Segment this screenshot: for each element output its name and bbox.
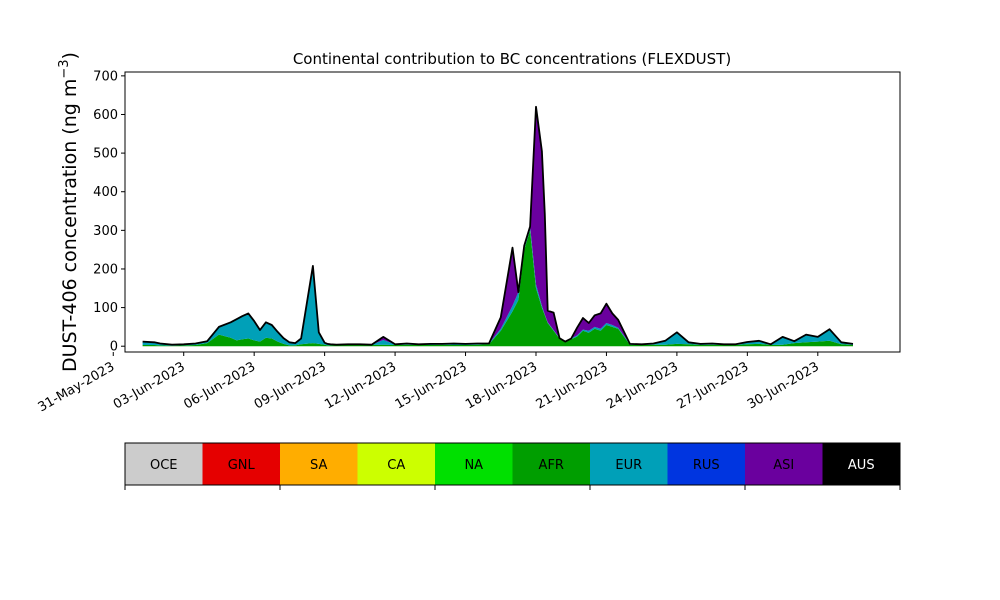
- legend-swatch-oce: [125, 443, 203, 485]
- y-tick-label: 700: [93, 69, 118, 84]
- y-tick-label: 100: [93, 301, 118, 316]
- legend-label-asi: ASI: [773, 458, 794, 473]
- y-tick-label: 200: [93, 262, 118, 277]
- x-tick-label: 30-Jun-2023: [745, 359, 822, 412]
- y-axis: 0 100 200 300 400 500 600 700: [93, 69, 125, 355]
- legend-swatch-aus: [822, 443, 901, 485]
- x-tick-label: 06-Jun-2023: [181, 359, 258, 412]
- x-tick-label: 24-Jun-2023: [604, 359, 681, 412]
- total-line: [142, 105, 854, 346]
- legend-label-ca: CA: [387, 458, 405, 473]
- area-series-group: [142, 105, 854, 347]
- y-tick-label: 500: [93, 147, 118, 162]
- y-axis-label-close: ): [59, 52, 81, 59]
- x-tick-label: 15-Jun-2023: [393, 359, 470, 412]
- legend-label-na: NA: [464, 458, 483, 473]
- y-axis-label-exponent: −3: [57, 59, 72, 78]
- legend-swatch-sa: [280, 443, 358, 485]
- legend-label-gnl: GNL: [228, 458, 256, 473]
- x-tick-label: 12-Jun-2023: [322, 359, 399, 412]
- legend-label-sa: SA: [310, 458, 327, 473]
- legend-swatch-ca: [357, 443, 436, 485]
- x-tick-label: 27-Jun-2023: [675, 359, 752, 412]
- y-tick-label: 0: [110, 340, 118, 355]
- y-tick-label: 400: [93, 185, 118, 200]
- legend-colorbar-frame: [124, 442, 901, 486]
- legend-colorbar: OCE GNL SA CA NA AFR EUR RUS ASI AUS: [124, 442, 901, 490]
- x-tick-label: 09-Jun-2023: [252, 359, 329, 412]
- legend-label-aus: AUS: [848, 458, 875, 473]
- x-tick-label: 03-Jun-2023: [111, 359, 188, 412]
- x-tick-label: 21-Jun-2023: [534, 359, 611, 412]
- area-asi: [142, 106, 854, 345]
- y-tick-label: 300: [93, 224, 118, 239]
- legend-swatch-na: [435, 443, 513, 485]
- x-tick-label: 18-Jun-2023: [463, 359, 540, 412]
- y-axis-label: DUST-406 concentration (ng m−3): [57, 52, 81, 372]
- y-tick-label: 600: [93, 108, 118, 123]
- x-axis: 31-May-202303-Jun-202306-Jun-202309-Jun-…: [36, 352, 822, 415]
- legend-swatch-afr: [512, 443, 591, 485]
- chart-title: Continental contribution to BC concentra…: [293, 50, 731, 68]
- plot-frame: [124, 71, 901, 353]
- legend-label-rus: RUS: [693, 458, 720, 473]
- legend-label-afr: AFR: [539, 458, 564, 473]
- legend-swatch-rus: [667, 443, 746, 485]
- legend-swatch-gnl: [202, 443, 281, 485]
- y-axis-label-text: DUST-406 concentration (ng m: [59, 79, 81, 372]
- legend-swatch-eur: [590, 443, 668, 485]
- legend-label-eur: EUR: [615, 458, 642, 473]
- legend-label-oce: OCE: [150, 458, 178, 473]
- legend-swatch-asi: [745, 443, 823, 485]
